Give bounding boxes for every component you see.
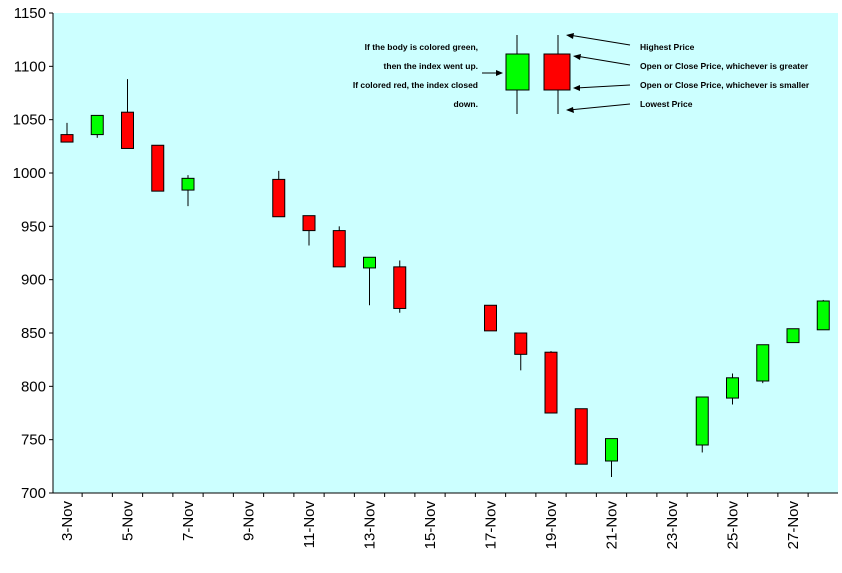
candle-body (786, 328, 800, 344)
y-tick-label: 850 (21, 325, 46, 342)
candles (60, 79, 830, 477)
candle-body (726, 377, 739, 399)
y-tick-label: 1050 (13, 112, 46, 129)
x-tick-label: 27-Nov (785, 501, 802, 550)
legend-left-text-3: If colored red, the index closed (353, 80, 478, 90)
candle-body (756, 344, 770, 382)
candle-body (574, 408, 588, 465)
legend-right-text-2: Open or Close Price, whichever is greate… (640, 61, 809, 71)
x-tick-label: 5-Nov (120, 501, 137, 542)
legend-red-body (543, 53, 571, 91)
legend-right-text-4: Lowest Price (640, 99, 693, 109)
legend-arrow-high (568, 34, 631, 46)
x-tick-label: 17-Nov (483, 501, 500, 550)
y-tick-label: 900 (21, 272, 46, 289)
candle-body (121, 111, 134, 149)
candle-body (363, 256, 376, 269)
candle-body (60, 134, 74, 143)
legend-arrow-smaller (575, 84, 631, 89)
candle-body (302, 215, 316, 232)
candle-body (816, 300, 830, 331)
candle-body (181, 177, 195, 191)
legend-arrow-high-head (566, 33, 574, 39)
legend-left-text-4: down. (453, 99, 478, 109)
legend: If the body is colored green, then the i… (353, 33, 810, 114)
candle-body (272, 178, 286, 218)
legend-right-text-1: Highest Price (640, 42, 695, 52)
y-tick-label: 700 (21, 485, 46, 502)
candle-body (695, 396, 709, 446)
candle-body (484, 304, 497, 332)
x-tick-label: 21-Nov (604, 501, 621, 550)
legend-arrow-low (568, 103, 631, 111)
x-tick-label: 15-Nov (422, 501, 439, 550)
candle-body (151, 144, 165, 192)
candle-body (90, 114, 104, 136)
x-tick-label: 23-Nov (664, 501, 681, 550)
candle-body (332, 230, 346, 268)
candle-body (605, 438, 618, 462)
legend-left-text-1: If the body is colored green, (365, 42, 478, 52)
y-tick-label: 750 (21, 432, 46, 449)
legend-left-text-2: then the index went up. (384, 61, 478, 71)
x-tick-label: 7-Nov (180, 501, 197, 542)
y-tick-label: 950 (21, 218, 46, 235)
x-tick-label: 13-Nov (362, 501, 379, 550)
legend-right-text-3: Open or Close Price, whichever is smalle… (640, 80, 810, 90)
legend-arrow-smaller-head (573, 85, 580, 91)
candle-body (393, 266, 407, 309)
x-tick-label: 11-Nov (301, 501, 318, 549)
x-tick-label: 9-Nov (241, 501, 258, 542)
legend-arrow-low-head (566, 107, 574, 113)
y-tick-label: 1000 (13, 165, 46, 182)
x-tick-label: 25-Nov (725, 501, 742, 550)
legend-arrow-greater (575, 55, 631, 66)
y-axis-ticks: 700 750 800 850 900 950 1000 1050 1100 1150 (13, 5, 53, 502)
legend-green-body (505, 53, 530, 91)
candle-body (514, 332, 528, 355)
y-tick-label: 1150 (14, 5, 46, 22)
legend-arrow-left-head (496, 70, 503, 76)
x-tick-label: 3-Nov (59, 501, 76, 542)
y-tick-label: 800 (21, 378, 46, 395)
candle-body (544, 351, 558, 414)
legend-arrow-greater-head (573, 54, 581, 60)
x-tick-label: 19-Nov (543, 501, 560, 550)
x-axis-ticks: 3-Nov 5-Nov 7-Nov 9-Nov 11-Nov 13-Nov 15-Nov 17… (59, 493, 809, 550)
y-tick-label: 1100 (14, 58, 46, 75)
